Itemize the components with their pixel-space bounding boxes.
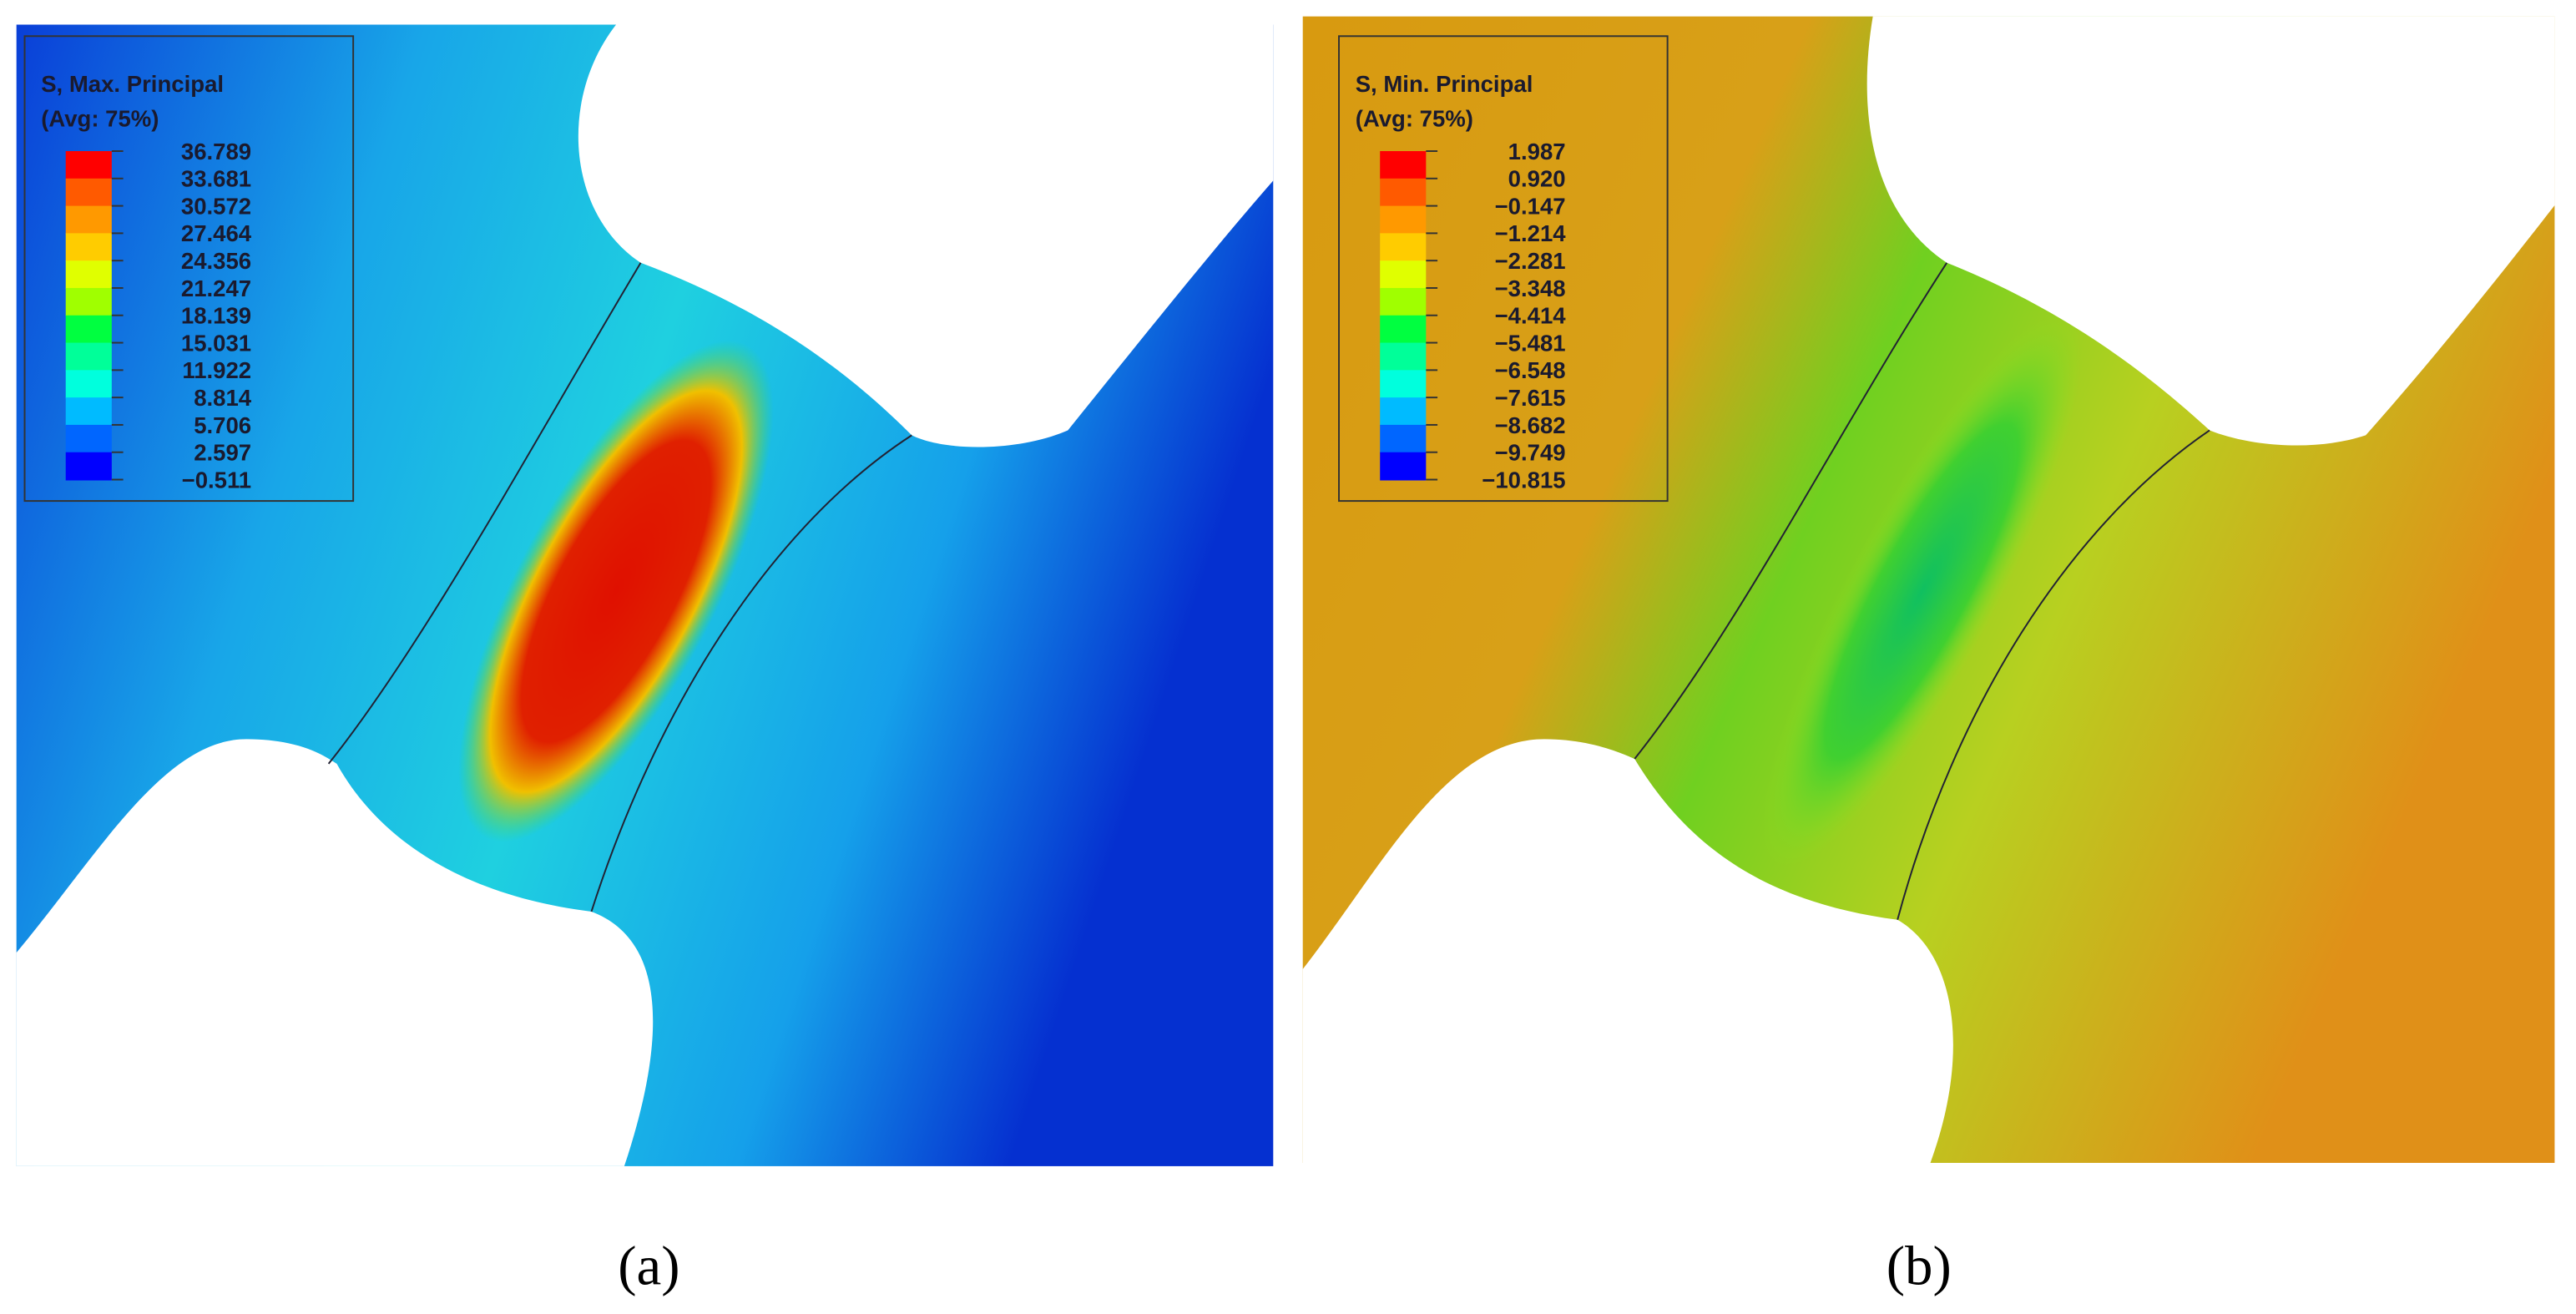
color-band: [1380, 342, 1427, 371]
caption: (a): [618, 1236, 679, 1297]
legend-label: −8.682: [1495, 412, 1566, 438]
color-band: [1380, 315, 1427, 344]
legend-label: −0.511: [182, 467, 251, 493]
color-band: [65, 151, 112, 179]
color-band: [65, 424, 112, 453]
legend-label: 15.031: [181, 330, 251, 356]
panel-a-contour: [16, 24, 1274, 1166]
legend-label: 2.597: [194, 440, 251, 466]
legend-label: 18.139: [181, 303, 251, 329]
color-band: [65, 233, 112, 262]
color-band: [1380, 233, 1427, 262]
color-band: [65, 452, 112, 481]
color-band: [65, 287, 112, 316]
legend-label: −1.214: [1495, 220, 1567, 246]
color-band: [65, 178, 112, 207]
legend-label: 27.464: [181, 220, 252, 246]
color-band: [1380, 260, 1427, 289]
legend-label: −7.615: [1495, 385, 1566, 411]
color-band: [65, 370, 112, 399]
color-band: [65, 342, 112, 371]
color-band: [1380, 151, 1427, 179]
legend-label: −2.281: [1495, 248, 1566, 274]
color-band: [1380, 397, 1427, 426]
legend-label: 8.814: [194, 385, 252, 411]
legend-label: 11.922: [182, 357, 251, 383]
legend-label: −10.815: [1482, 467, 1565, 493]
color-band: [65, 315, 112, 344]
color-band: [1380, 452, 1427, 481]
legend-label: 36.789: [181, 139, 251, 164]
panel-b-contour: [1302, 16, 2555, 1163]
color-band: [1380, 287, 1427, 316]
legend-title: (Avg: 75%): [1356, 106, 1473, 132]
legend-title: S, Max. Principal: [41, 71, 224, 97]
legend-label: −3.348: [1495, 275, 1566, 301]
legend-label: −9.749: [1495, 440, 1566, 466]
color-band: [1380, 205, 1427, 235]
color-band: [1380, 424, 1427, 453]
legend-label: 21.247: [181, 275, 251, 301]
color-band: [65, 397, 112, 426]
legend-label: −6.548: [1495, 357, 1566, 383]
color-band: [1380, 178, 1427, 207]
legend-label: −4.414: [1495, 303, 1567, 329]
color-band: [1380, 370, 1427, 399]
legend-title: (Avg: 75%): [41, 106, 159, 132]
caption: (b): [1887, 1236, 1952, 1297]
legend-box: [1338, 35, 1669, 503]
legend-label: −5.481: [1495, 330, 1566, 356]
legends: S, Max. Principal (Avg: 75%) 36.78933.6813…: [23, 35, 1952, 1297]
legend-label: 0.920: [1508, 166, 1566, 192]
legend-label: 33.681: [181, 166, 251, 192]
legend-label: 5.706: [194, 412, 251, 438]
legend-label: 30.572: [181, 193, 251, 219]
legend-label: 24.356: [181, 248, 251, 274]
legend-box: [23, 35, 355, 503]
color-band: [65, 205, 112, 235]
legend-label: 1.987: [1508, 139, 1566, 164]
legend-label: −0.147: [1495, 193, 1566, 219]
color-band: [65, 260, 112, 289]
legend-title: S, Min. Principal: [1356, 71, 1533, 97]
